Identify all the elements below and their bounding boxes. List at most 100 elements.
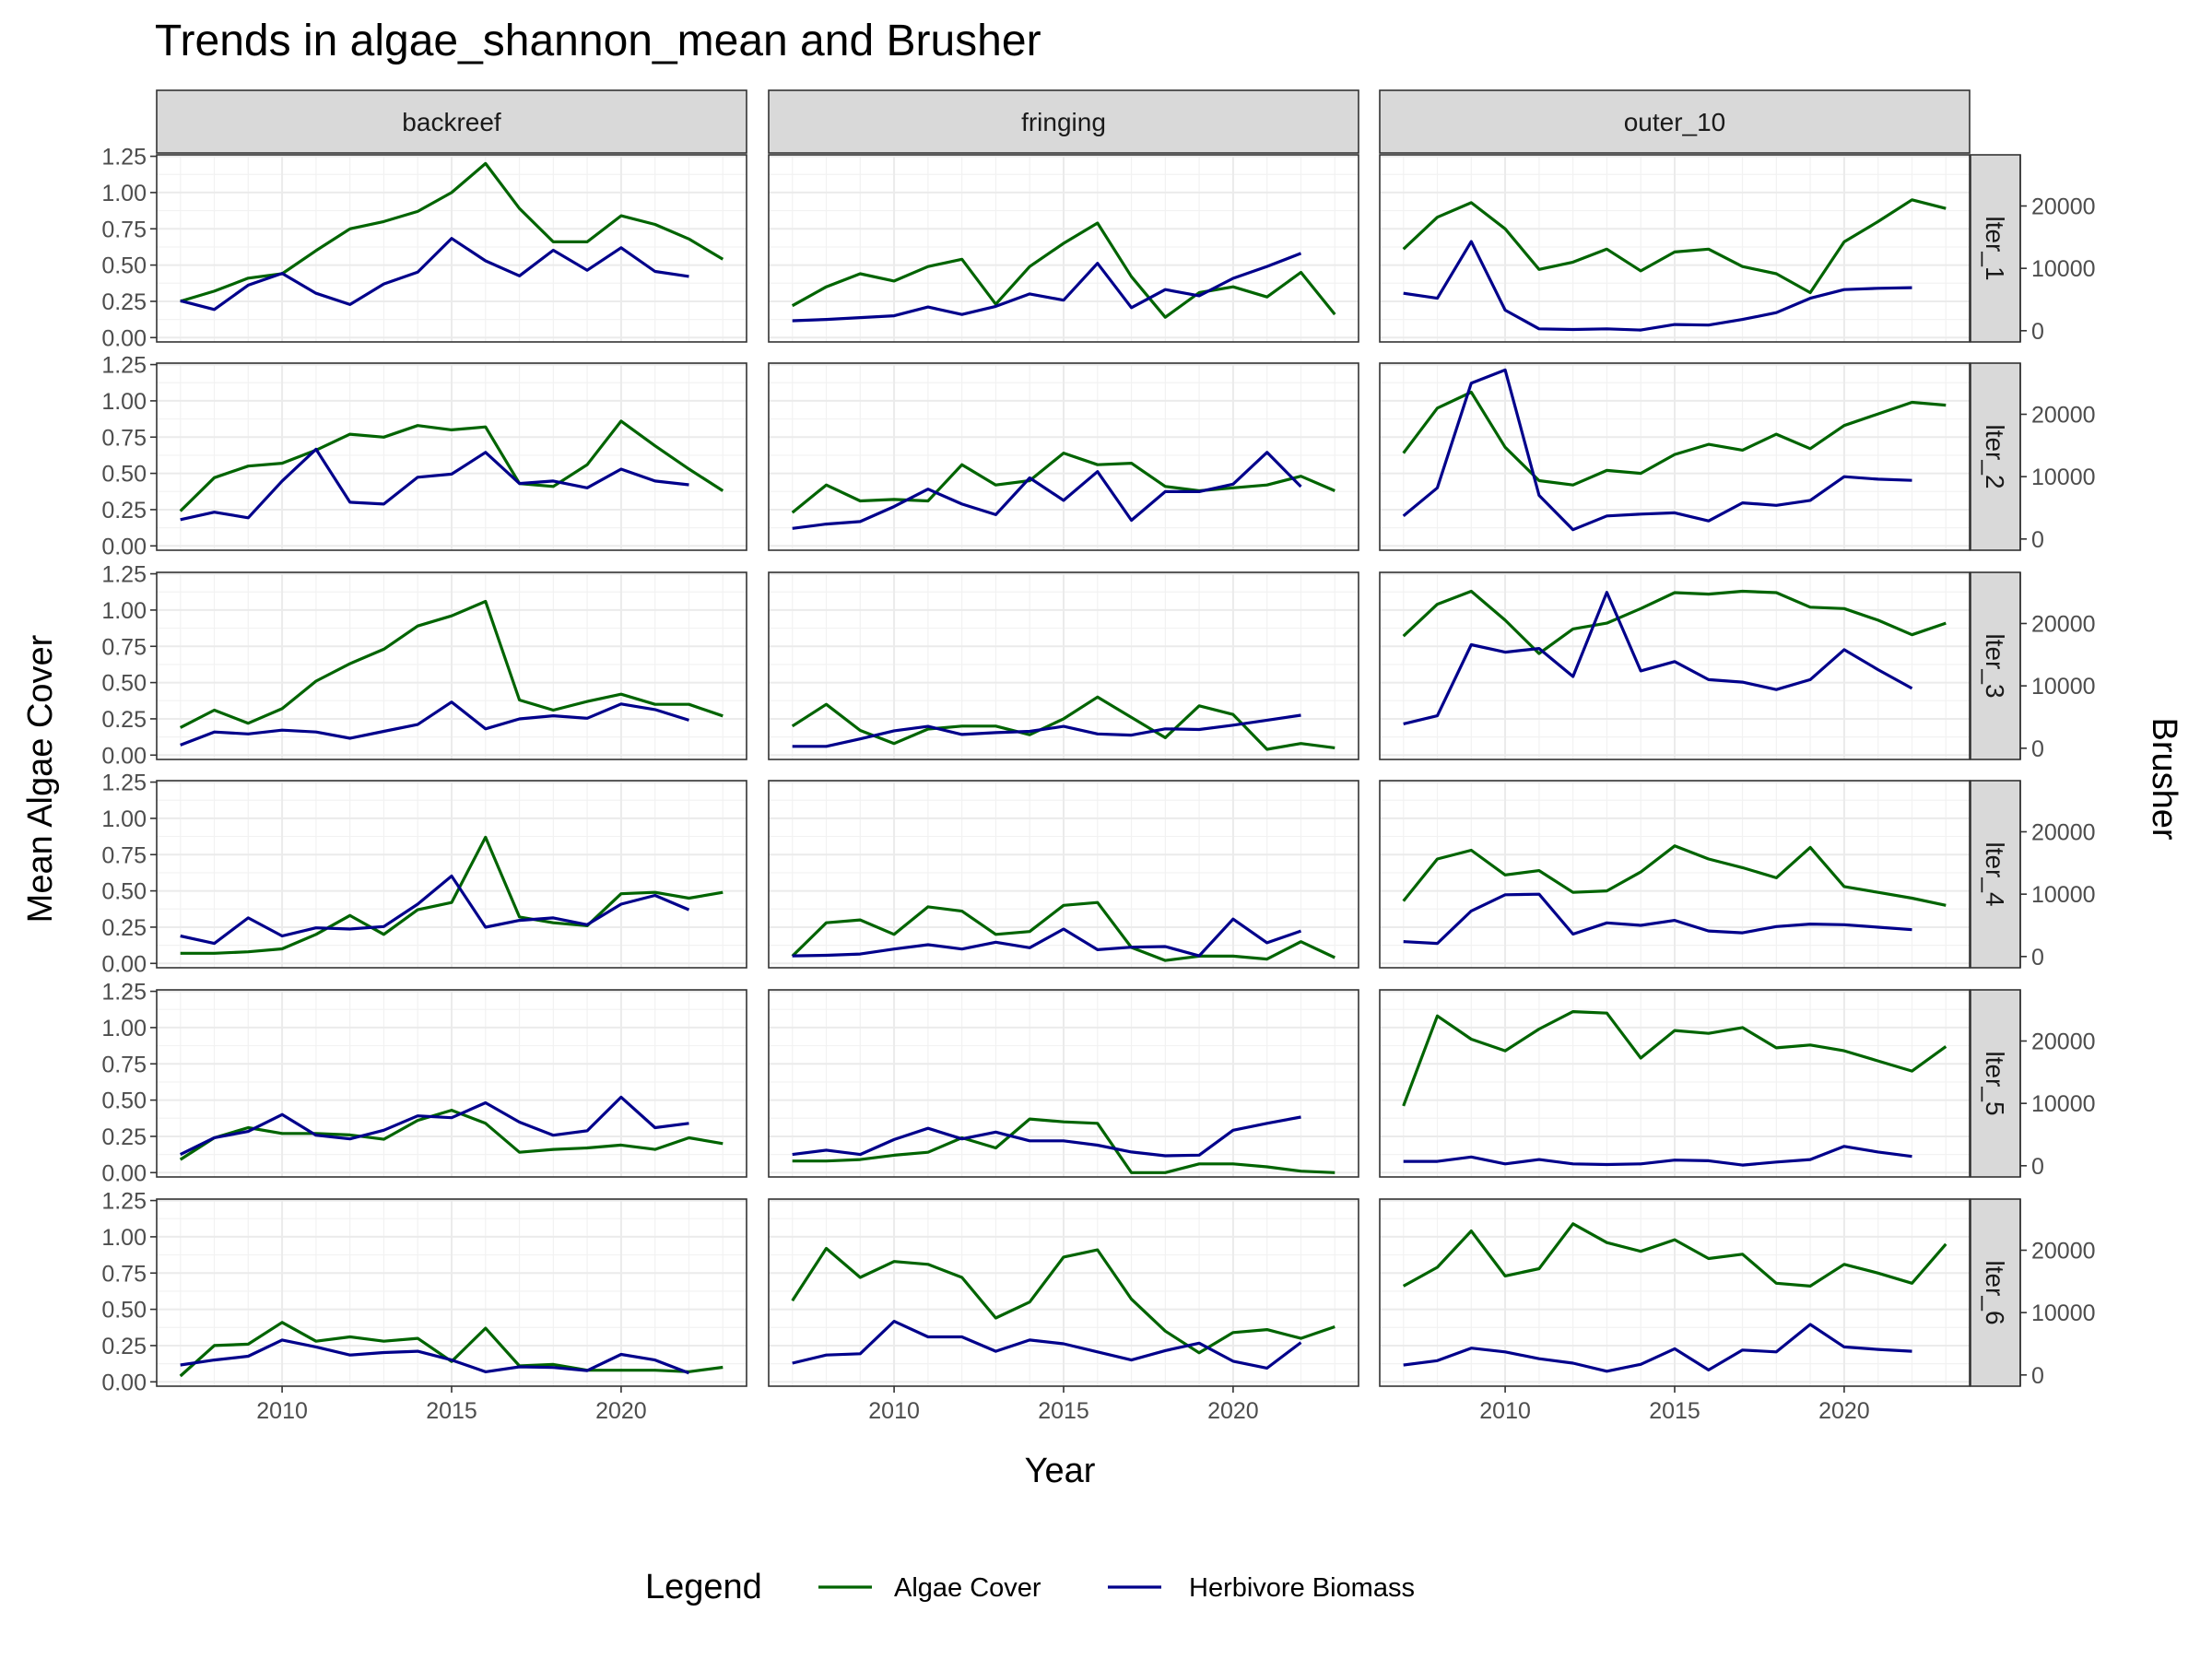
panel-lter_5-outer_10: 0 10000 20000 <box>1379 989 2096 1180</box>
panel-lter_1-outer_10: 0 10000 20000 <box>1379 154 2096 345</box>
series-line-algae-cover <box>1402 589 1947 655</box>
series-line-algae-cover <box>791 900 1335 962</box>
y2-tick-label: 0 <box>2031 1363 2044 1389</box>
legend-label-algae-cover: Algae Cover <box>894 1573 1041 1603</box>
series-line-algae-cover <box>1402 1009 1947 1107</box>
panel-border <box>768 989 1359 1178</box>
panel-border <box>1379 571 1971 760</box>
x-tick-label: 2010 <box>256 1398 308 1424</box>
y-tick-label: 1.00 <box>101 806 147 832</box>
y-tick-label: 0.75 <box>101 842 147 868</box>
series-line-herbivore-biomass <box>1403 892 1912 946</box>
panel-lter_6-fringing: 2010 2015 2020 <box>768 1198 1359 1424</box>
y-tick-label: 1.25 <box>101 353 147 379</box>
y2-tick-label: 20000 <box>2031 819 2096 845</box>
strip-label-backreef: backreef <box>402 108 501 136</box>
series-line-herbivore-biomass <box>179 1095 689 1157</box>
series-line-herbivore-biomass <box>1403 1145 1912 1167</box>
series-line-herbivore-biomass <box>1402 368 1912 532</box>
x-tick-label: 2020 <box>1818 1398 1870 1424</box>
y2-tick-label: 10000 <box>2031 882 2096 908</box>
y-tick-label: 0.25 <box>101 289 147 315</box>
series-line-algae-cover <box>791 221 1336 319</box>
y-tick-label: 0.75 <box>101 425 147 451</box>
y-tick-label: 0.25 <box>101 915 147 941</box>
series-line-algae-cover <box>179 1108 724 1161</box>
series-line-herbivore-biomass <box>792 713 1301 748</box>
series-line-algae-cover <box>791 452 1335 514</box>
strip-fringing <box>768 89 1359 154</box>
series-line-algae-cover <box>791 1246 1335 1355</box>
y-tick-label: 0.50 <box>101 879 147 905</box>
y-tick-label: 1.25 <box>101 980 147 1006</box>
legend-title: Legend <box>645 1568 762 1606</box>
series-line-algae-cover <box>1402 198 1947 295</box>
panel-lter_3-outer_10: 0 10000 20000 <box>1379 571 2096 762</box>
panel-border <box>156 362 747 551</box>
panel-border <box>156 571 747 760</box>
y2-axis-title: Brusher <box>2145 717 2183 840</box>
panel-border <box>156 780 747 969</box>
y-tick-label: 1.25 <box>101 145 147 171</box>
series-line-algae-cover <box>179 599 724 729</box>
panel-border <box>1379 362 1971 551</box>
x-tick-label: 2020 <box>1207 1398 1259 1424</box>
y2-tick-label: 20000 <box>2031 1238 2096 1264</box>
y2-tick-label: 10000 <box>2031 465 2096 490</box>
y2-tick-label: 0 <box>2031 736 2044 762</box>
strip-outer_10 <box>1379 89 1971 154</box>
strip-lter_2 <box>1970 362 2021 551</box>
panel-lter_1-fringing <box>768 154 1359 343</box>
y2-tick-label: 20000 <box>2031 194 2096 219</box>
y-tick-label: 0.75 <box>101 1052 147 1077</box>
y2-tick-label: 20000 <box>2031 402 2096 428</box>
panel-lter_1-backreef: 0.00 0.25 0.50 0.75 1.00 1.25 <box>101 145 747 351</box>
y2-tick-label: 0 <box>2031 1154 2044 1180</box>
x-tick-label: 2010 <box>868 1398 920 1424</box>
y2-tick-label: 10000 <box>2031 1300 2096 1326</box>
y-tick-label: 1.00 <box>101 1016 147 1041</box>
x-tick-label: 2015 <box>1649 1398 1700 1424</box>
y-tick-label: 0.00 <box>101 951 147 977</box>
y2-tick-label: 0 <box>2031 945 2044 971</box>
series-line-herbivore-biomass <box>180 700 689 747</box>
y2-tick-label: 10000 <box>2031 1091 2096 1117</box>
panel-border <box>1379 154 1971 343</box>
y2-tick-label: 0 <box>2031 527 2044 553</box>
y-tick-label: 1.00 <box>101 181 147 206</box>
y2-tick-label: 0 <box>2031 319 2044 345</box>
panel-border <box>156 154 747 343</box>
y-tick-label: 0.25 <box>101 1124 147 1150</box>
strip-label-lter_2: lter_2 <box>1981 424 2009 488</box>
strip-backreef <box>156 89 747 154</box>
strip-label-lter_3: lter_3 <box>1981 633 2009 698</box>
x-tick-label: 2015 <box>1038 1398 1089 1424</box>
chart-title: Trends in algae_shannon_mean and Brusher <box>155 17 1041 65</box>
y-tick-label: 1.25 <box>101 562 147 588</box>
y-axis-title: Mean Algae Cover <box>21 634 60 923</box>
panel-lter_2-backreef: 0.00 0.25 0.50 0.75 1.00 1.25 <box>101 353 747 559</box>
y-tick-label: 0.00 <box>101 325 147 351</box>
y2-tick-label: 10000 <box>2031 256 2096 282</box>
x-axis-title: Year <box>1025 1452 1096 1490</box>
series-line-herbivore-biomass <box>792 917 1302 958</box>
x-tick-label: 2010 <box>1479 1398 1531 1424</box>
series-line-herbivore-biomass <box>180 447 689 522</box>
y-tick-label: 0.75 <box>101 634 147 660</box>
y-tick-label: 1.00 <box>101 598 147 624</box>
panel-border <box>156 989 747 1178</box>
series-line-herbivore-biomass <box>792 451 1302 530</box>
strip-lter_3 <box>1970 571 2021 760</box>
panel-border <box>1379 780 1971 969</box>
strip-label-lter_5: lter_5 <box>1981 1051 2009 1115</box>
panel-lter_2-fringing <box>768 362 1359 551</box>
series-line-herbivore-biomass <box>1403 591 1913 725</box>
y2-tick-label: 20000 <box>2031 1029 2096 1054</box>
y-tick-label: 1.00 <box>101 389 147 415</box>
y2-tick-label: 10000 <box>2031 674 2096 700</box>
panel-lter_3-backreef: 0.00 0.25 0.50 0.75 1.00 1.25 <box>101 562 747 769</box>
series-line-algae-cover <box>1402 844 1947 907</box>
y-tick-label: 0.50 <box>101 253 147 279</box>
panel-lter_4-outer_10: 0 10000 20000 <box>1379 780 2096 971</box>
y-tick-label: 1.25 <box>101 1189 147 1215</box>
